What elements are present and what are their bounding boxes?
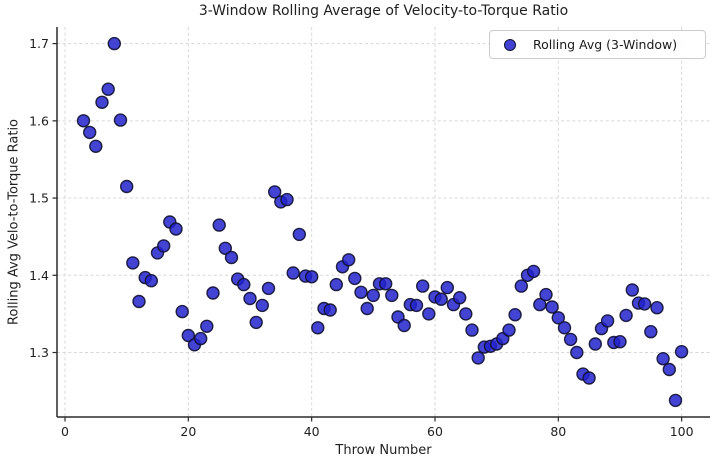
data-point	[650, 301, 664, 315]
chart-title: 3-Window Rolling Average of Velocity-to-…	[198, 3, 569, 19]
y-tick-label: 1.6	[29, 113, 49, 128]
data-point	[366, 288, 380, 303]
data-point	[514, 279, 528, 293]
data-point	[311, 321, 325, 335]
data-point	[144, 274, 159, 288]
x-tick-label: 60	[427, 424, 443, 439]
data-point	[95, 95, 109, 110]
data-point	[625, 283, 639, 297]
data-point	[243, 291, 257, 306]
data-point	[132, 294, 146, 309]
data-point	[169, 222, 183, 236]
data-point	[644, 325, 658, 339]
data-point	[200, 319, 214, 333]
data-point	[582, 371, 596, 385]
data-point	[545, 300, 559, 314]
data-point	[453, 291, 467, 305]
data-point	[459, 307, 473, 321]
data-point	[76, 114, 91, 128]
data-point	[305, 270, 319, 284]
data-point	[502, 323, 516, 337]
x-tick-label: 20	[180, 424, 196, 439]
data-point	[193, 331, 208, 346]
data-point	[533, 297, 547, 312]
data-point	[255, 298, 269, 313]
data-point	[249, 315, 263, 330]
data-point	[613, 335, 627, 349]
data-point	[261, 281, 276, 296]
data-point	[508, 308, 522, 322]
data-point	[119, 179, 134, 194]
data-point	[557, 321, 572, 335]
data-point	[619, 308, 633, 323]
data-point	[181, 328, 196, 343]
data-point	[674, 345, 689, 359]
x-tick-label: 40	[304, 424, 320, 439]
y-tick-label: 1.7	[29, 36, 49, 51]
data-point	[385, 288, 399, 303]
data-point	[570, 345, 584, 360]
y-tick-label: 1.3	[29, 345, 49, 360]
data-point	[440, 280, 454, 295]
legend-marker-icon	[504, 38, 516, 51]
data-point	[662, 362, 676, 377]
y-tick-label: 1.5	[29, 191, 49, 206]
data-point	[156, 239, 171, 253]
data-point	[89, 139, 103, 154]
data-point	[292, 227, 306, 242]
data-point	[526, 264, 541, 279]
data-point	[656, 352, 670, 366]
data-point	[175, 304, 189, 319]
legend: Rolling Avg (3-Window)	[489, 30, 706, 59]
data-point	[465, 323, 479, 337]
data-point	[329, 277, 343, 292]
data-point	[434, 292, 448, 306]
data-point	[206, 286, 220, 300]
data-point	[397, 318, 411, 333]
y-tick-label: 1.4	[29, 268, 49, 283]
data-point	[126, 256, 140, 270]
data-point	[101, 82, 115, 96]
data-point	[323, 303, 337, 317]
data-point	[348, 271, 362, 286]
x-tick-label: 100	[670, 424, 694, 439]
y-axis-label: Rolling Avg Velo-to-Torque Ratio	[6, 118, 22, 326]
data-point	[637, 297, 652, 311]
data-point	[416, 279, 430, 293]
data-point	[286, 266, 300, 280]
data-point	[539, 287, 553, 302]
data-point	[342, 253, 356, 267]
x-axis-label: Throw Number	[335, 443, 432, 458]
data-point	[379, 277, 393, 291]
x-tick-label: 80	[550, 424, 566, 439]
data-point	[668, 393, 683, 408]
data-point	[218, 241, 233, 256]
data-point	[237, 277, 251, 292]
data-point	[280, 192, 294, 207]
data-point	[563, 332, 578, 347]
data-point	[360, 301, 374, 316]
data-point	[113, 113, 128, 127]
data-point	[471, 351, 485, 365]
data-point	[268, 185, 282, 199]
data-point	[354, 285, 368, 299]
x-tick-label: 0	[61, 424, 69, 439]
data-point	[551, 311, 565, 325]
legend-label: Rolling Avg (3-Window)	[533, 37, 678, 52]
data-point	[588, 337, 602, 351]
data-point	[82, 125, 97, 140]
data-point	[224, 250, 239, 265]
data-point	[600, 314, 615, 328]
data-point	[107, 36, 122, 51]
data-point	[409, 298, 424, 313]
data-point	[422, 307, 436, 321]
data-point	[212, 218, 226, 232]
